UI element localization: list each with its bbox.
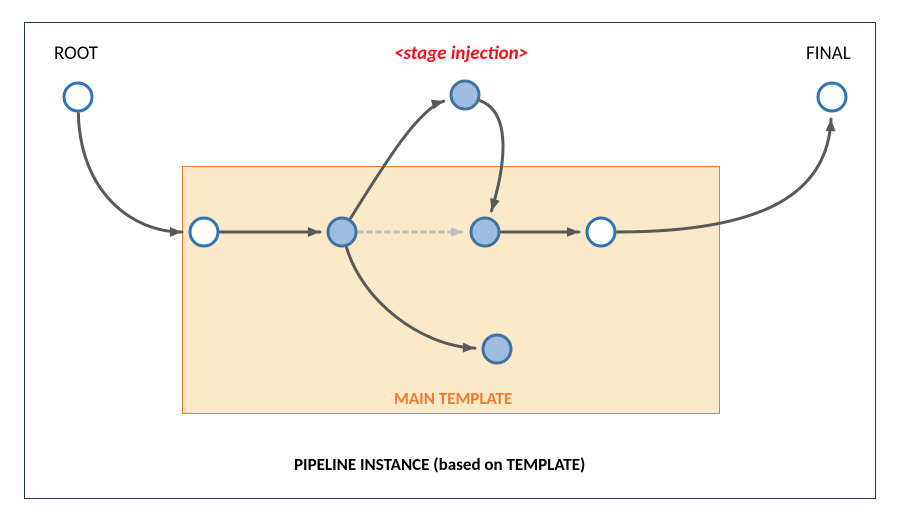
pipeline-instance-label: PIPELINE INSTANCE (based on TEMPLATE) <box>294 454 585 475</box>
main-template-label: MAIN TEMPLATE <box>394 388 512 409</box>
main-template-box <box>182 166 720 414</box>
final-label: FINAL <box>806 42 851 65</box>
stage-injection-label: <stage injection> <box>394 42 528 65</box>
root-label: ROOT <box>54 42 98 65</box>
diagram-canvas: ROOT FINAL <stage injection> MAIN TEMPLA… <box>0 0 900 523</box>
